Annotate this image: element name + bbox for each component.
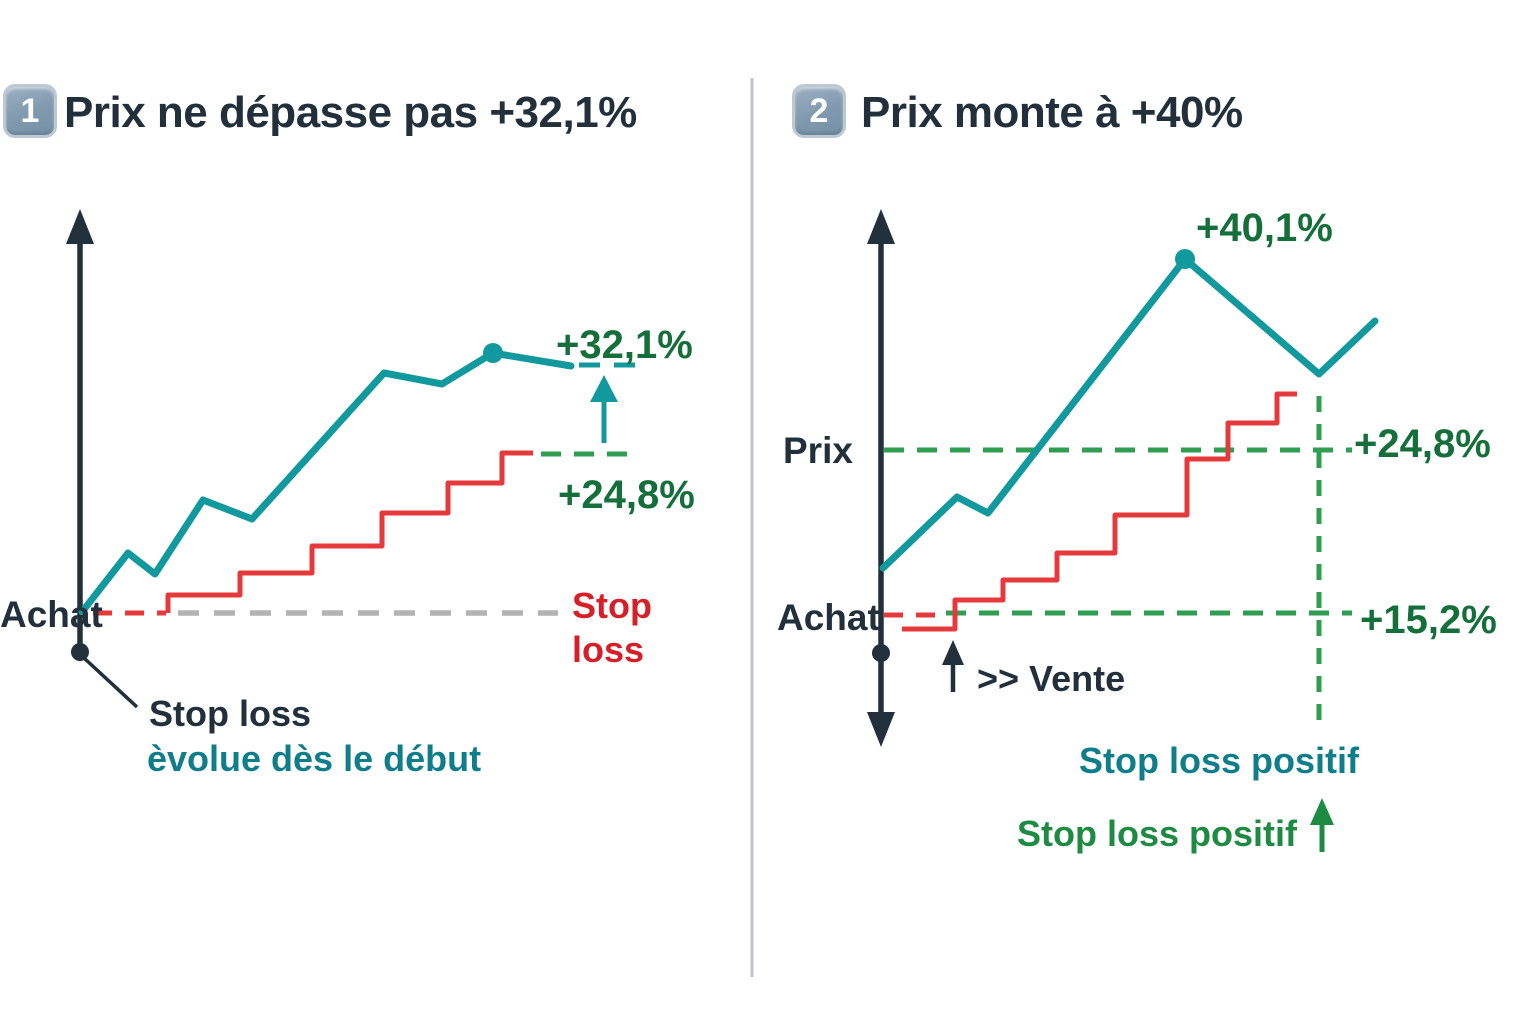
right-price-label: Prix — [783, 430, 853, 471]
left-panel-title: Prix ne dépasse pas +32,1% — [64, 88, 637, 137]
right-buy-label: Achat — [777, 597, 880, 638]
positive-arrow-up-icon — [1310, 798, 1334, 825]
right-step-badge: 2 — [792, 84, 846, 138]
right-price-line — [879, 255, 1379, 572]
right-stop-positive-label-teal: Stop loss positif — [1079, 740, 1360, 781]
right-stop-positive-label-green: Stop loss positif — [1017, 813, 1298, 854]
left-price-line — [78, 349, 575, 616]
left-stoploss-line — [165, 450, 533, 613]
left-peak-percent-label: +32,1% — [556, 323, 693, 367]
right-chart — [867, 209, 1379, 852]
left-axis-arrow-up-icon — [66, 209, 94, 244]
right-peak-percent-label: +40,1% — [1196, 206, 1333, 250]
left-peak-dot — [483, 343, 503, 363]
left-step-badge: 1 — [3, 84, 57, 138]
left-stop-level-percent-label: +24,8% — [558, 473, 695, 517]
right-stop-level-percent-label: +15,2% — [1360, 598, 1497, 642]
right-peak-dot — [1175, 249, 1195, 269]
left-callout-line2: èvolue dès le début — [147, 738, 482, 779]
right-axis-arrow-down-icon — [867, 712, 895, 747]
sell-arrow-up-icon — [942, 640, 964, 665]
left-stop-loss-label: Stop loss — [572, 585, 652, 671]
right-sell-level-percent-label: +24,8% — [1354, 422, 1491, 466]
left-callout-line1: Stop loss — [149, 693, 312, 734]
left-chart — [66, 209, 641, 709]
left-callout-connector — [82, 656, 139, 709]
left-buy-label: Achat — [0, 594, 103, 635]
left-origin-dot — [71, 643, 89, 661]
right-axis-arrow-up-icon — [867, 209, 895, 244]
right-panel-title: Prix monte à +40% — [861, 88, 1243, 137]
right-stoploss-line — [902, 391, 1297, 632]
right-sell-action-label: >> Vente — [977, 658, 1126, 699]
right-origin-dot — [872, 644, 890, 662]
left-gap-arrow-up-icon — [590, 375, 618, 402]
